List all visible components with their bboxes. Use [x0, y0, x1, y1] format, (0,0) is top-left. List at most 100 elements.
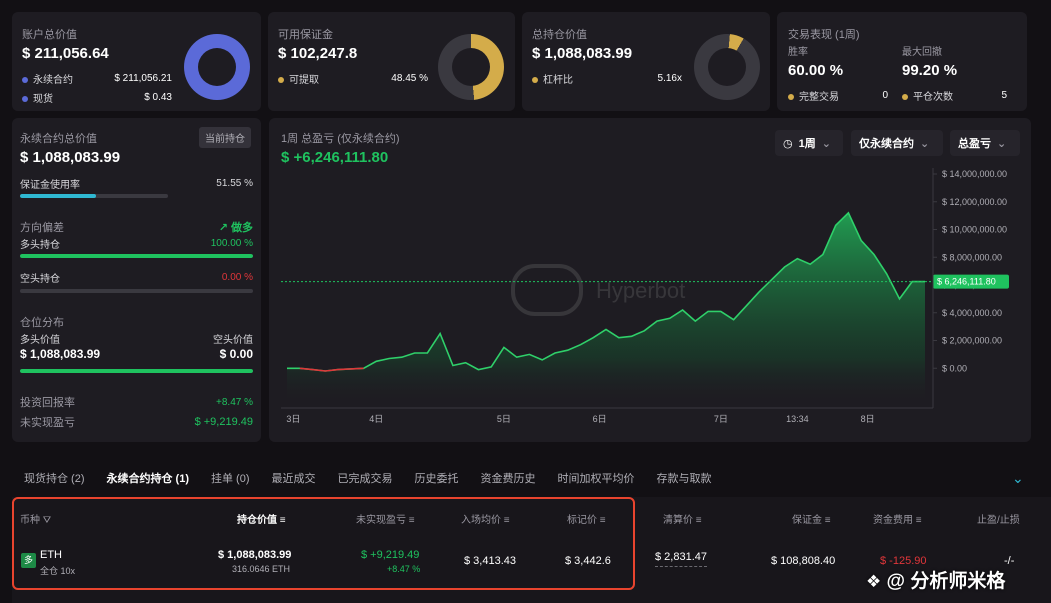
expand-chevron-icon[interactable]: ⌄ [1012, 470, 1024, 486]
long-position-label: 多头持仓 [20, 240, 60, 251]
header-position-value[interactable]: 持仓价值 ≡ [237, 515, 286, 526]
distribution-bar [20, 369, 253, 373]
max-drawdown-value: 99.20 % [902, 62, 958, 79]
y-tick-label: $ 2,000,000.00 [942, 336, 1002, 346]
y-tick-label: $ 0.00 [942, 363, 967, 373]
metric-dropdown[interactable]: 总盈亏 ⌄ [950, 130, 1020, 156]
leverage-legend: 杠杆比 [532, 71, 573, 86]
chart-title: 1周 总盈亏 (仅永续合约) [281, 133, 400, 145]
account-value: $ 211,056.64 [22, 45, 109, 62]
x-tick-label: 8日 [861, 414, 875, 424]
x-tick-label: 13:34 [786, 414, 809, 424]
header-margin[interactable]: 保证金 ≡ [792, 515, 831, 526]
leverage-value: 5.16x [657, 73, 682, 84]
available-margin-label: 可用保证金 [278, 29, 333, 41]
tab-0[interactable]: 现货持仓 (2) [24, 473, 85, 485]
win-rate-value: 60.00 % [788, 62, 844, 79]
margin-usage-bar [20, 194, 168, 198]
header-unrealized-pnl[interactable]: 未实现盈亏 ≡ [356, 515, 415, 526]
position-value: $ 1,088,083.99 [218, 549, 292, 561]
x-tick-label: 4日 [369, 414, 383, 424]
pnl-area-fill [287, 212, 925, 406]
account-value-label: 账户总价值 [22, 29, 77, 41]
pnl-line [287, 211, 925, 372]
y-tick-label: $ 4,000,000.00 [942, 308, 1002, 318]
tab-6[interactable]: 资金费历史 [480, 473, 536, 485]
watermark-text: Hyperbot [596, 278, 685, 303]
withdrawable-value: 48.45 % [391, 73, 428, 84]
header-coin[interactable]: 币种 ⛛ [20, 515, 52, 526]
long-value-label: 多头价值 [20, 335, 60, 346]
position-distribution-label: 仓位分布 [20, 317, 64, 329]
current-value-tag: $ 6,246,111.80 [933, 274, 1009, 289]
contract-filter-dropdown[interactable]: 仅永续合约 ⌄ [851, 130, 943, 156]
highlight-box [12, 497, 635, 590]
period-dropdown[interactable]: ◷ 1周 ⌄ [775, 130, 843, 156]
unrealized-pnl-pct: +8.47 % [387, 564, 421, 574]
unrealized-pnl-value: $ +9,219.49 [194, 416, 253, 428]
roi-label: 投资回报率 [20, 397, 75, 409]
position-donut-chart [694, 34, 760, 100]
y-tick-label: $ 8,000,000.00 [942, 252, 1002, 262]
tab-7[interactable]: 时间加权平均价 [557, 473, 635, 485]
total-position-label: 总持仓价值 [532, 29, 587, 41]
y-tick-label: $ 10,000,000.00 [942, 225, 1007, 235]
current-position-badge[interactable]: 当前持仓 [199, 127, 251, 148]
total-position-card: 总持仓价值 $ 1,088,083.99 杠杆比 5.16x [522, 12, 770, 111]
sort-icon: ≡ [695, 515, 702, 526]
complete-trades-value: 0 [882, 90, 888, 101]
tab-1[interactable]: 永续合约持仓 (1) [106, 473, 190, 485]
clock-icon: ◷ [783, 137, 793, 150]
tab-8[interactable]: 存款与取款 [656, 473, 712, 485]
header-tpsl[interactable]: 止盈/止损 [977, 515, 1020, 526]
spot-legend-value: $ 0.43 [144, 92, 172, 103]
x-tick-label: 5日 [497, 414, 511, 424]
chevron-down-icon: ⌄ [821, 137, 831, 150]
short-value: $ 0.00 [219, 347, 253, 361]
tab-4[interactable]: 已完成交易 [337, 473, 393, 485]
sort-icon: ≡ [599, 515, 606, 526]
short-value-label: 空头价值 [213, 335, 253, 346]
perp-legend-value: $ 211,056.21 [114, 73, 172, 84]
coin-symbol[interactable]: ETH [40, 549, 62, 561]
trading-performance-label: 交易表现 (1周) [788, 29, 860, 41]
long-value: $ 1,088,083.99 [20, 347, 101, 361]
tab-3[interactable]: 最近成交 [271, 473, 316, 485]
margin-usage-label: 保证金使用率 [20, 180, 80, 191]
spot-legend: 现货 [22, 90, 53, 105]
account-donut-chart [184, 34, 250, 100]
total-position-value: $ 1,088,083.99 [532, 45, 633, 62]
author-watermark: ❖ @ 分析师米格 [866, 571, 1006, 592]
x-tick-label: 3日 [286, 414, 300, 424]
short-position-value: 0.00 % [221, 272, 253, 283]
liquidation-price: $ 2,831.47 [655, 551, 707, 567]
diamond-logo-icon: ❖ [866, 572, 882, 591]
sort-icon: ≡ [279, 515, 286, 526]
tab-2[interactable]: 挂单 (0) [211, 473, 250, 485]
margin-donut-chart [438, 34, 504, 100]
header-entry-price[interactable]: 入场均价 ≡ [461, 515, 510, 526]
long-position-bar [20, 254, 253, 258]
current-value-tag-bg [933, 274, 1009, 289]
funding-fee: $ -125.90 [880, 555, 927, 567]
tpsl-value[interactable]: -/- [1004, 555, 1015, 567]
header-mark-price[interactable]: 标记价 ≡ [567, 515, 606, 526]
sort-icon: ≡ [408, 515, 415, 526]
long-side-badge: 多 [21, 553, 36, 568]
header-funding[interactable]: 资金费用 ≡ [873, 515, 922, 526]
direction-bias-label: 方向偏差 [20, 222, 64, 234]
perp-total-label: 永续合约总价值 [20, 133, 97, 145]
long-position-value: 100.00 % [210, 238, 253, 249]
header-liquidation-price[interactable]: 清算价 ≡ [663, 515, 702, 526]
close-count-legend: 平仓次数 [902, 88, 953, 103]
available-margin-card: 可用保证金 $ 102,247.8 可提取 48.45 % [268, 12, 515, 111]
watermark-logo-icon [511, 264, 583, 316]
available-margin-value: $ 102,247.8 [278, 45, 358, 62]
margin-mode: 全仓 10x [40, 566, 76, 576]
sort-icon: ≡ [915, 515, 922, 526]
tab-5[interactable]: 历史委托 [414, 473, 459, 485]
trading-performance-card: 交易表现 (1周) 胜率 60.00 % 最大回撤 99.20 % 完整交易 0 … [777, 12, 1027, 111]
perp-legend: 永续合约 [22, 71, 73, 86]
y-tick-label: $ 14,000,000.00 [942, 169, 1007, 179]
direction-bias-value: ↗ 做多 [218, 222, 253, 234]
